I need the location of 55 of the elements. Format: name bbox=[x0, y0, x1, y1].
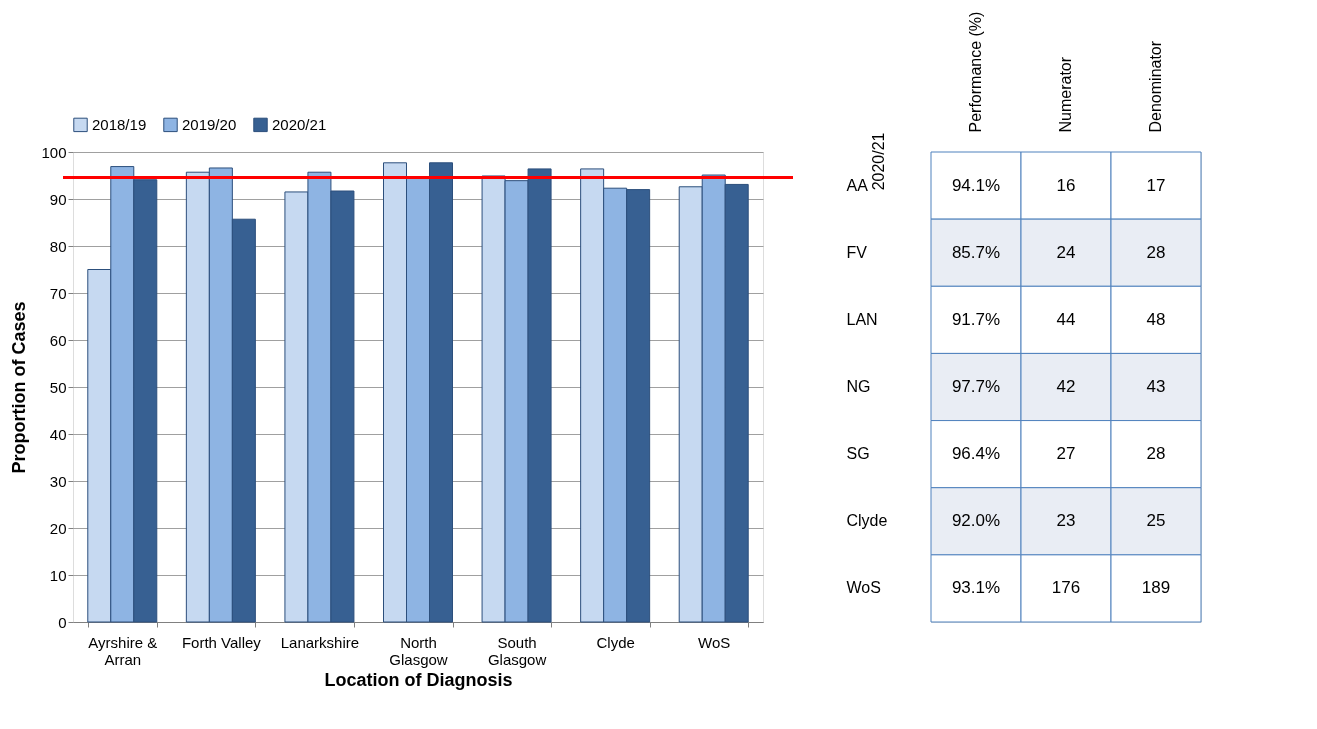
legend-label: 2018/19 bbox=[92, 115, 147, 133]
data-label: 24 bbox=[1056, 242, 1076, 262]
legend-label: 2019/20 bbox=[182, 115, 237, 133]
y-tick-label: Clyde bbox=[846, 512, 888, 530]
y-tick-label: LAN bbox=[846, 310, 878, 328]
y-tick-label: 80 bbox=[49, 237, 67, 255]
y-tick-label: 10 bbox=[49, 566, 67, 584]
data-label: 28 bbox=[1146, 444, 1166, 464]
y-tick-label: SG bbox=[846, 445, 870, 463]
y-tick-label: 20 bbox=[49, 519, 67, 537]
y-tick-label: 0 bbox=[58, 613, 67, 631]
y-tick-label: 70 bbox=[49, 284, 67, 302]
y-tick-label: 30 bbox=[49, 472, 67, 490]
data-label: 176 bbox=[1051, 578, 1081, 598]
y-tick-label: 40 bbox=[49, 425, 67, 443]
data-label: 44 bbox=[1056, 309, 1076, 329]
x-tick-label: Ayrshire & Arran bbox=[88, 633, 158, 668]
data-label: 85.7% bbox=[951, 242, 1001, 262]
y-tick-label: 100 bbox=[41, 143, 67, 161]
data-label: 42 bbox=[1056, 377, 1076, 396]
data-label: 23 bbox=[1056, 511, 1076, 531]
y-tick-label: 50 bbox=[49, 378, 67, 396]
y-tick-label: AA bbox=[846, 176, 869, 194]
x-tick-label: Performance (%) bbox=[967, 11, 984, 133]
data-label: 25 bbox=[1146, 511, 1166, 531]
x-tick-label: Denominator bbox=[1147, 40, 1164, 133]
data-label: 94.1% bbox=[951, 175, 1001, 195]
data-label: 91.7% bbox=[951, 309, 1001, 329]
x-tick-label: North Glasgow bbox=[389, 633, 448, 668]
data-label: 97.7% bbox=[951, 377, 1001, 396]
data-label: 189 bbox=[1141, 578, 1171, 598]
legend-label: 2020/21 bbox=[272, 115, 327, 133]
data-label: 17 bbox=[1146, 175, 1166, 195]
y-tick-label: NG bbox=[846, 378, 871, 395]
y-axis-title: Proportion of Cases bbox=[9, 301, 30, 474]
y-axis-title: 2020/21 bbox=[869, 132, 887, 191]
data-label: 96.4% bbox=[951, 444, 1001, 464]
x-tick-label: Lanarkshire bbox=[280, 633, 360, 651]
y-tick-label: WoS bbox=[846, 579, 881, 597]
data-label: 92.0% bbox=[951, 511, 1001, 531]
data-label: 43 bbox=[1146, 377, 1166, 396]
x-tick-label: Clyde bbox=[596, 633, 635, 651]
data-label: 48 bbox=[1146, 309, 1166, 329]
data-label: 28 bbox=[1146, 242, 1166, 262]
x-tick-label: Forth Valley bbox=[181, 633, 262, 651]
x-axis-title: Location of Diagnosis bbox=[324, 669, 513, 690]
x-tick-label: Numerator bbox=[1057, 56, 1074, 133]
data-label: 93.1% bbox=[951, 578, 1001, 598]
x-tick-label: South Glasgow bbox=[487, 633, 547, 668]
data-label: 16 bbox=[1056, 175, 1076, 195]
x-tick-label: WoS bbox=[698, 633, 731, 651]
y-tick-label: FV bbox=[846, 243, 868, 261]
y-tick-label: 90 bbox=[49, 190, 67, 208]
data-label: 27 bbox=[1056, 444, 1076, 464]
y-tick-label: 60 bbox=[49, 331, 67, 349]
